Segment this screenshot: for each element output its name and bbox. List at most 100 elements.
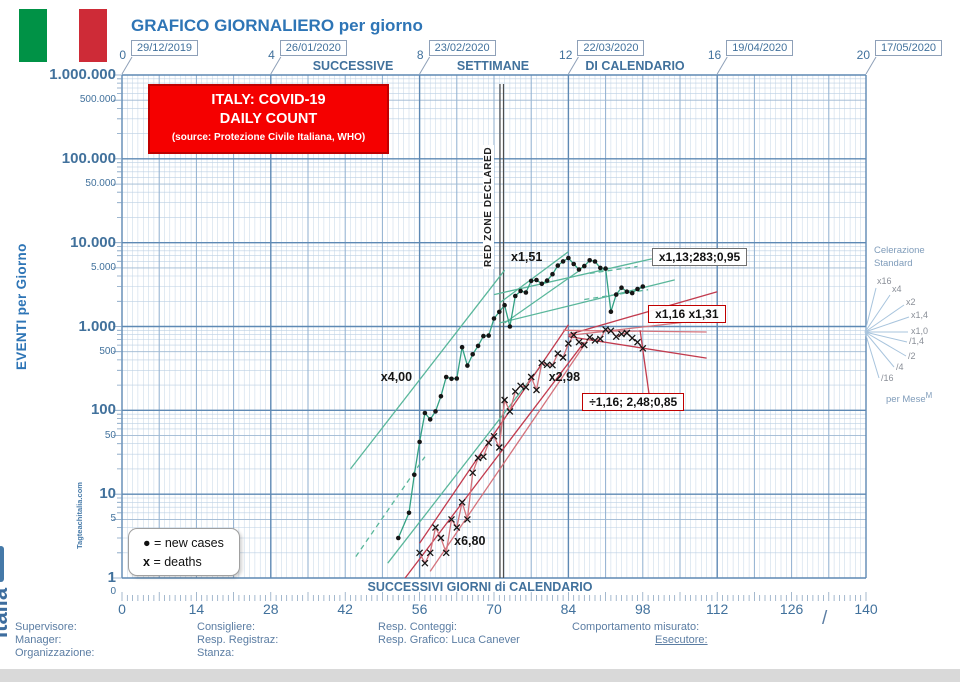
date-callout-line [716,56,728,75]
x-axis-title: SUCCESSIVI GIORNI di CALENDARIO [367,580,593,594]
chart-source: (source: Protezione Civile Italiana, WHO… [171,132,366,143]
legend-item-deaths: x = deaths [143,553,239,572]
x-axis-tick-label: 14 [188,601,205,617]
trend-green-tail-dash-a [584,289,649,301]
x-axis-tick-label: 0 [118,601,126,617]
bottom-strip [0,669,960,682]
footer-field-label: Resp. Conteggi: [378,621,457,633]
chart-title-line2: DAILY COUNT [219,111,318,127]
date-callout-line [865,56,877,75]
series-markers-deaths [416,326,647,567]
chart-title-line1: ITALY: COVID-19 [211,92,326,108]
footer-field-label: Manager: [15,634,62,646]
y-axis-ticks [113,74,122,579]
fan-label: x2 [906,297,916,307]
flag-green-band [19,9,47,62]
x-axis-tick-label: 28 [263,601,279,617]
x-marker-icon: x [143,555,150,569]
footer-executor-label: Esecutore: [655,634,708,646]
celeration-value-box: x1,13;283;0,95 [651,248,748,267]
legend-box: ● = new cases x = deaths [128,528,240,576]
fan-label: x16 [877,276,892,286]
fan-unit-sup: M [925,391,933,400]
trend-green-channel-b [504,270,580,324]
legend-label-new-cases: = new cases [154,536,224,550]
week-number: 16 [707,48,722,62]
y-axis-tick-label: 10.000 [70,233,116,251]
trend-red-rise-lower [404,341,585,578]
footer-measured-label: Comportamento misurato: [572,621,700,633]
week-number: 0 [119,48,126,62]
zero-row-ticks [121,592,867,601]
trend-red-fan-down [568,335,707,359]
footer-field-label: Resp. Grafico: Luca Canever [378,634,520,646]
fan-title-line2: Standard [874,258,913,269]
trend-green-channel-a [498,251,569,304]
legend-item-new-cases: ● = new cases [143,534,239,553]
week-number: 20 [856,48,870,62]
week-axis-word-3: DI CALENDARIO [585,59,685,73]
week-number: 8 [416,48,424,62]
date-callout-line [270,56,282,75]
week-date-box: 29/12/2019 [131,40,199,56]
celeration-value-label: x2,98 [548,369,581,384]
x-axis-tick-label: 42 [337,601,353,617]
trend-red-fan-up [568,291,718,336]
footer-field-label: Consigliere: [197,621,256,633]
trend-green-rise-lower [387,364,543,564]
fan-label: x1,0 [911,326,929,336]
fan-label: /4 [896,362,904,372]
x-axis-tick-label: 84 [560,601,577,617]
footer-field-label: Stanza: [197,647,235,659]
trend-green-post-lower [499,279,675,324]
flag-red-band [79,9,107,62]
celeration-value-label: x6,80 [454,533,486,548]
x-axis-tick-label: 98 [635,601,651,617]
chart-title-box: ITALY: COVID-19 DAILY COUNT (source: Pro… [148,84,389,154]
week-axis-word-1: SUCCESSIVE [312,59,394,73]
fan-label: x4 [892,284,902,294]
week-date-box: 19/04/2020 [726,40,794,56]
y-axis-tick-label: 100.000 [61,149,116,167]
x-axis-tick-label: 112 [706,601,729,617]
red-zone-line [499,84,505,578]
y-axis-tick-label: 500 [99,345,116,357]
page-title: GRAFICO GIORNALIERO per giorno [131,16,423,35]
x-axis-tick-label: 56 [411,601,428,617]
fan-unit: per MeseM [886,391,933,406]
red-zone-label: RED ZONE DECLARED [483,144,494,269]
fan-label: /2 [908,351,916,361]
y-axis-tick-label: 5.000 [90,261,116,273]
celeration-value-label: x4,00 [380,369,413,384]
celeration-value-label: x1,51 [511,249,543,264]
week-date-box: 26/01/2020 [279,40,347,56]
week-number: 12 [559,48,573,62]
y-axis-tick-label: 5 [110,513,116,525]
footer-field-label: Organizzazione: [15,647,95,659]
date-callout-line [567,56,579,75]
x-axis-tick-label: 126 [779,601,804,617]
week-axis-word-2: SETTIMANE [456,59,530,73]
y-axis-tick-label: 0 [110,586,116,597]
week-date-box: 17/05/2020 [875,40,943,56]
x-axis-tick-label: 140 [854,601,878,617]
y-axis-tick-label: 100 [90,401,116,419]
date-callout-line [419,56,431,75]
trend-green-rise-upper [349,269,506,470]
y-axis-tick-label: 10 [99,485,116,503]
trend-red-rise-mid [429,336,591,572]
x-axis-tick-label: 70 [486,601,502,617]
date-callout-line [121,56,133,75]
footer-field-label: Resp. Registraz: [197,634,279,646]
y-axis-tick-label: 1.000.000 [49,66,116,83]
trend-red-box-connector [639,330,650,396]
y-axis-tick-label: 50.000 [85,178,116,190]
y-axis-tick-label: 1.000 [78,317,116,335]
celeration-value-box: x1,16 x1,31 [648,305,726,324]
week-date-box: 22/03/2020 [577,40,645,56]
trend-green-tail-dash-b [589,265,638,275]
dot-marker-icon: ● [143,536,151,550]
y-axis-tick-label: 500.000 [79,94,116,106]
